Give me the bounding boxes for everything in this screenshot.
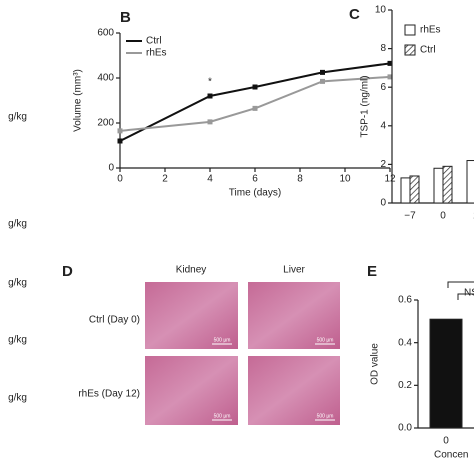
series-line [119, 62, 391, 142]
y-axis-label: Volume (mm³) [73, 69, 84, 132]
data-point [252, 84, 258, 90]
y-tick-label: 400 [97, 73, 114, 84]
scale-bar-label: 500 µm [214, 413, 231, 419]
histology-image [145, 282, 238, 349]
scale-bar-label: 500 µm [317, 413, 334, 419]
panel-letter: D [62, 263, 73, 280]
bar [429, 318, 463, 429]
data-point [320, 69, 325, 75]
y-tick-label: 0.2 [398, 380, 412, 391]
bar [466, 160, 474, 204]
x-tick-label: 12 [384, 174, 396, 185]
x-tick-label: 8 [297, 174, 303, 185]
row-label: rhEs (Day 12) [78, 389, 140, 400]
panel-letter: E [367, 263, 377, 280]
x-tick-label: 2 [162, 174, 168, 185]
x-tick-label: −7 [404, 211, 416, 222]
legend-label: rhEs [146, 48, 167, 59]
y-tick-label: 0.0 [398, 423, 412, 434]
data-point [117, 138, 123, 144]
row-unit-label: g/kg [8, 219, 27, 230]
legend-label: rhEs [420, 25, 441, 36]
chart: E OD value 0.0 0.2 0.4 0.6 0 Concen NS [367, 263, 474, 461]
y-tick-label: 0 [380, 198, 386, 209]
row-unit-label: g/kg [8, 393, 27, 404]
panel-letter: C [349, 6, 360, 23]
x-tick-label: 4 [207, 174, 213, 185]
y-axis-label: TSP-1 (ng/ml) [360, 75, 371, 137]
y-tick-label: 4 [380, 120, 386, 131]
column-label: Liver [283, 265, 305, 276]
annotation: * [208, 77, 212, 88]
data-point [207, 93, 213, 99]
bar [442, 165, 453, 204]
bar [433, 167, 444, 204]
row-unit-label: g/kg [8, 112, 27, 123]
data-point [207, 119, 213, 125]
row-label: Ctrl (Day 0) [89, 315, 140, 326]
row-unit-label: g/kg [8, 335, 27, 346]
legend-label: Ctrl [146, 36, 162, 47]
chart: B Volume (mm³) 0 200 400 600 0 2 4 6 8 10 12 Time (da… [73, 9, 396, 199]
row-unit-label: g/kg [8, 278, 27, 289]
legend-swatch [404, 24, 416, 36]
y-tick-label: 0.4 [398, 337, 412, 348]
histology-image [145, 356, 238, 425]
scale-bar-label: 500 µm [317, 337, 334, 343]
y-axis-label: OD value [370, 343, 381, 385]
y-tick-label: 200 [97, 118, 114, 129]
bracket [447, 281, 474, 300]
x-tick-label: 0 [440, 211, 446, 222]
x-axis-label: Time (days) [229, 188, 281, 199]
data-point [387, 74, 393, 80]
panel-letter: B [120, 9, 131, 26]
bar [400, 177, 411, 204]
x-axis-label: Concen [434, 450, 468, 461]
y-tick-label: 10 [375, 5, 387, 16]
x-tick-label: 10 [339, 174, 351, 185]
panel-d: D Kidney Liver Ctrl (Day 0) rhEs (Day 12… [62, 263, 340, 425]
histology-image [248, 356, 340, 425]
x-tick-label: 6 [252, 174, 258, 185]
y-tick-label: 8 [380, 43, 386, 54]
data-point [117, 128, 123, 134]
y-tick-label: 6 [380, 82, 386, 93]
scale-bar-label: 500 µm [214, 337, 231, 343]
y-tick-label: 0 [108, 163, 114, 174]
data-point [387, 60, 393, 66]
legend-swatch [404, 44, 416, 56]
data-point [252, 105, 258, 111]
y-tick-label: 2 [380, 159, 386, 170]
x-tick-label: 0 [443, 436, 449, 447]
y-tick-label: 600 [97, 28, 114, 39]
legend-label: Ctrl [420, 45, 436, 56]
annotation: NS [464, 288, 474, 299]
data-point [320, 78, 325, 84]
histology-image [248, 282, 340, 349]
x-tick-label: 0 [117, 174, 123, 185]
y-tick-label: 0.6 [398, 295, 412, 306]
column-label: Kidney [176, 265, 207, 276]
bar [409, 175, 420, 204]
